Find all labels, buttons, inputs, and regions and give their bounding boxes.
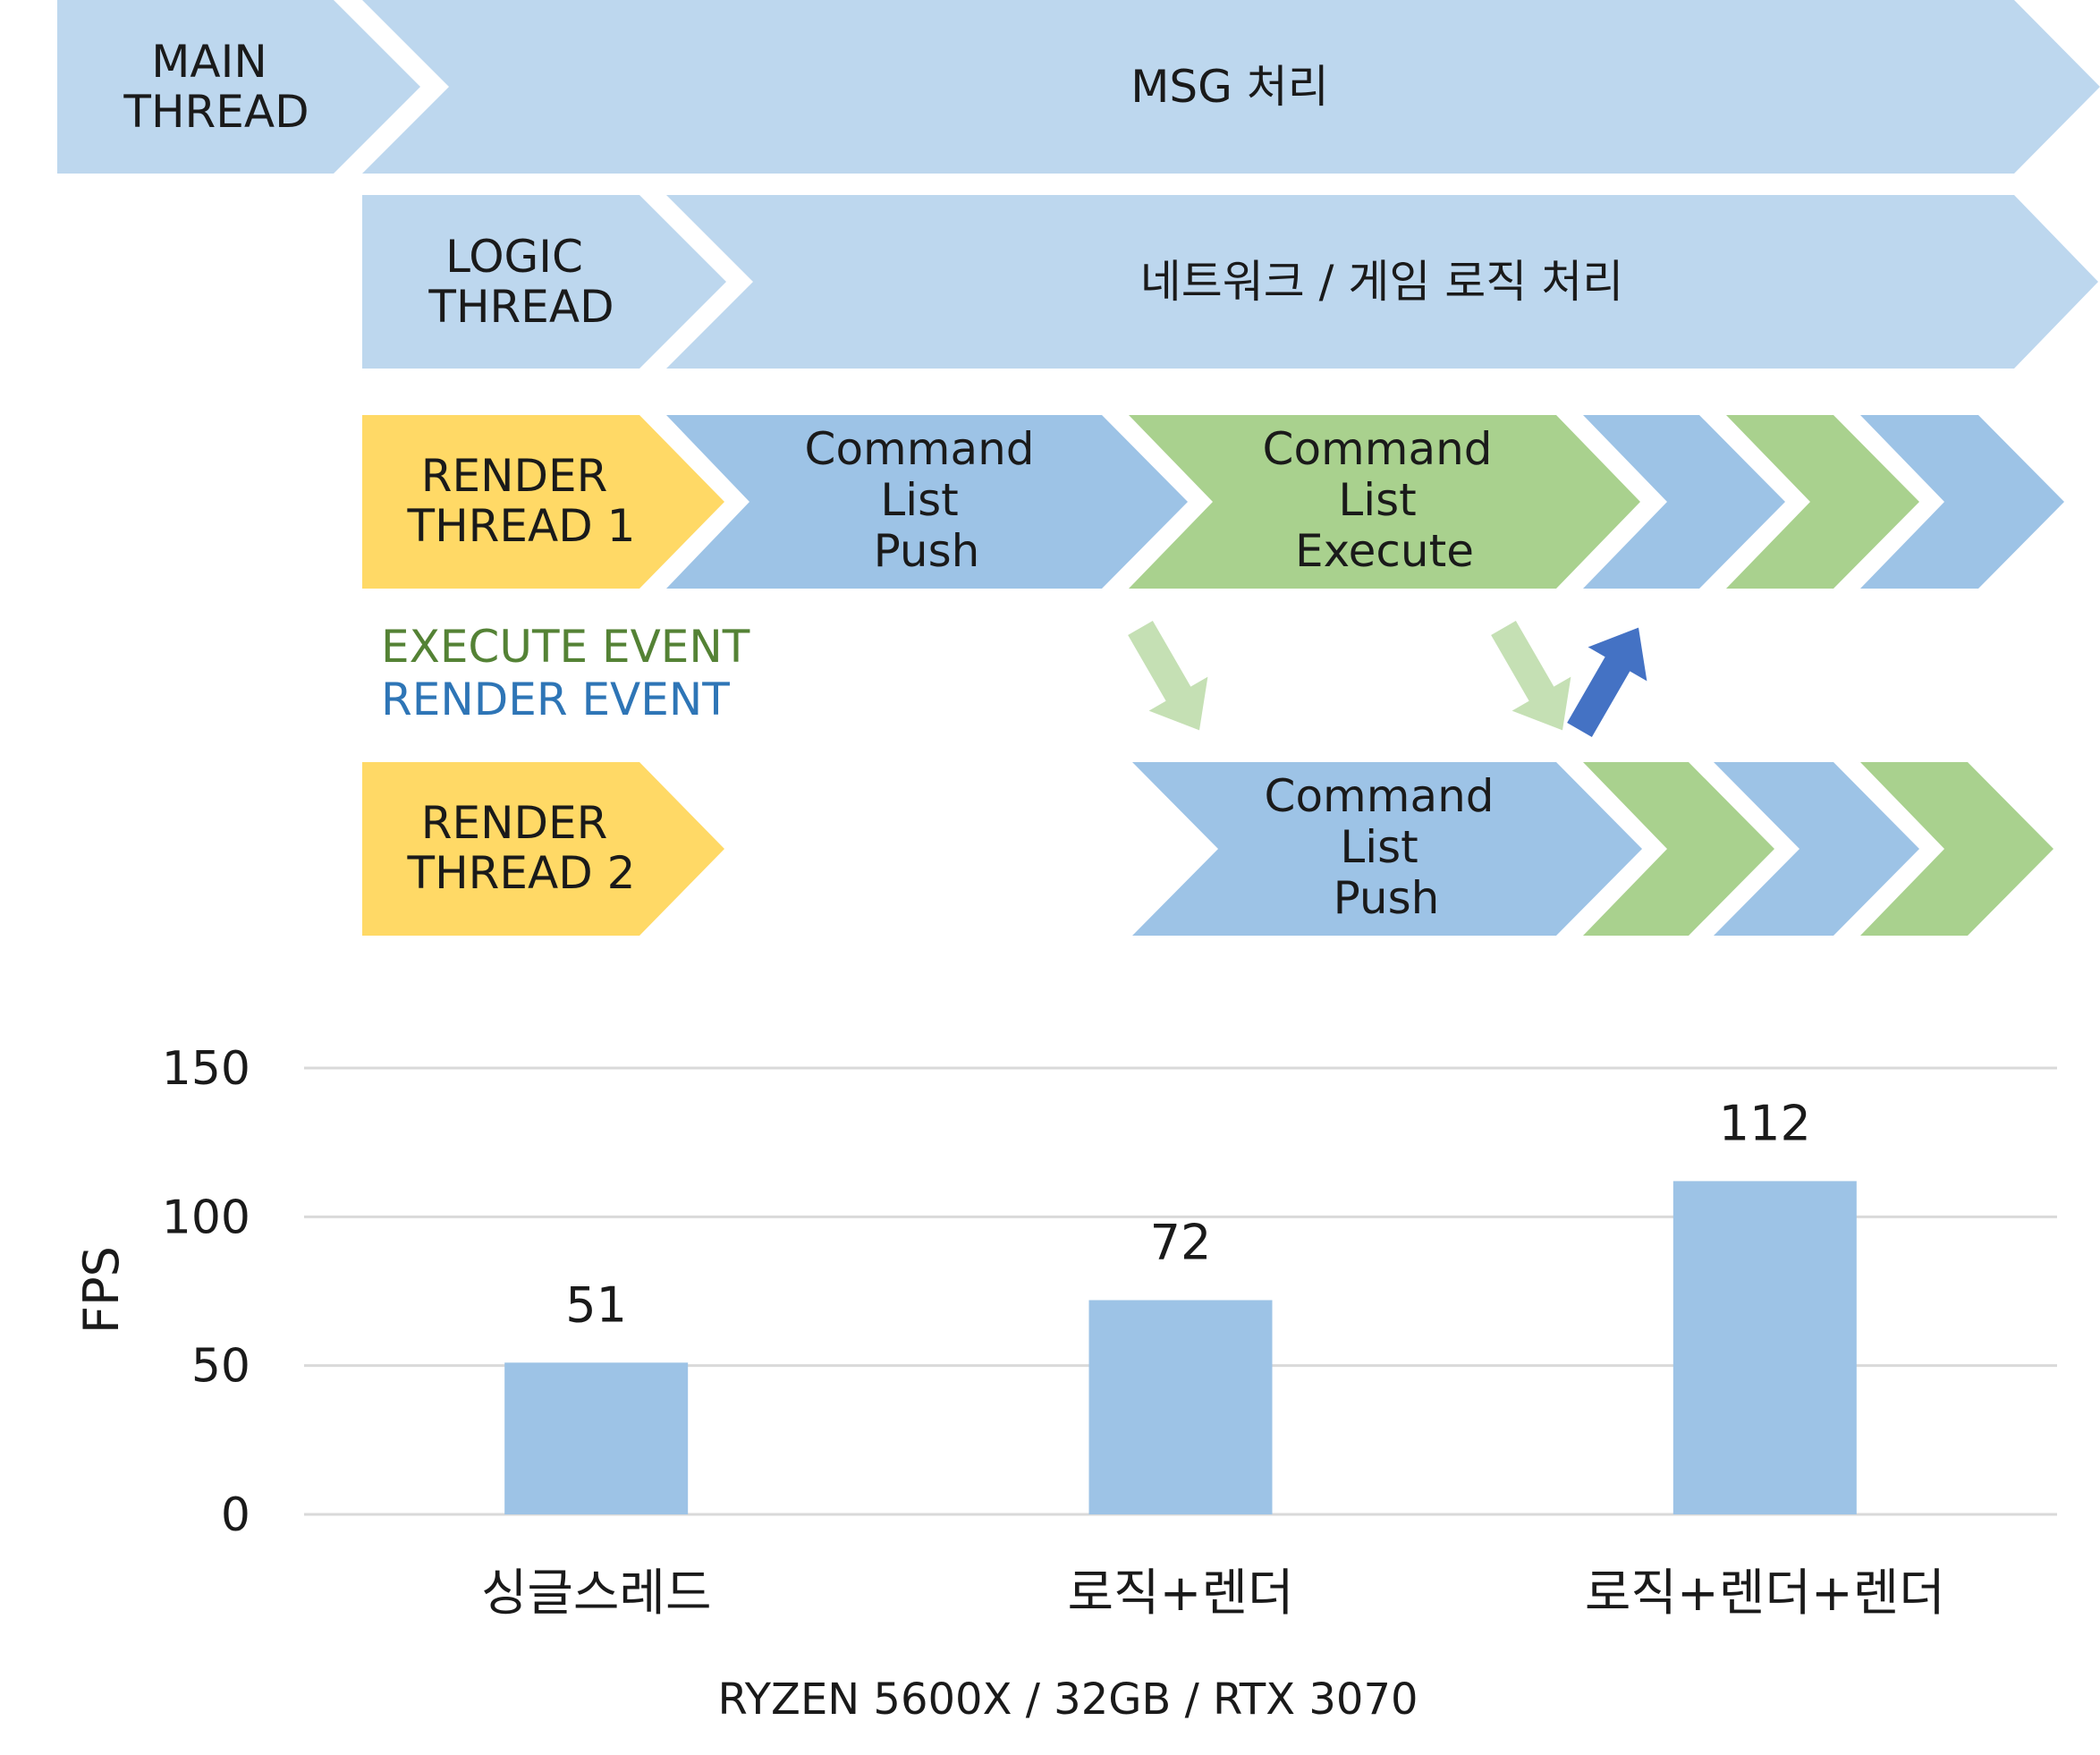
- render-thread-1-label-block: [362, 415, 724, 589]
- main-thread-task-label: MSG 처리: [1130, 61, 1329, 113]
- x-tick-label: 로직+렌더+렌더: [1585, 1564, 1945, 1623]
- bar: [1672, 1181, 1857, 1514]
- logic-thread-label: LOGIC THREAD: [428, 231, 614, 333]
- small-blue-chevron-3: [1714, 762, 1919, 936]
- x-axis-title: RYZEN 5600X / 32GB / RTX 3070: [717, 1674, 1418, 1725]
- small-blue-chevron-1: [1583, 415, 1785, 589]
- bar-value-label: 72: [1150, 1214, 1212, 1270]
- render-event-arrow-icon: [1567, 627, 1647, 737]
- logic-thread-task-chevron: [666, 195, 2098, 369]
- command-list-push-chevron-2: [1132, 762, 1642, 936]
- render-thread-2-label-block: [362, 762, 724, 936]
- execute-event-arrow-icon: [1128, 621, 1208, 731]
- event-arrows: [1128, 621, 1647, 737]
- y-tick-label: 0: [221, 1488, 250, 1542]
- logic-thread-task-label: 네트워크 / 게임 로직 처리: [1140, 256, 1623, 308]
- command-list-execute-label-1: Command List Execute: [1263, 423, 1507, 577]
- chart-data-labels: 51 72 112: [565, 1095, 1811, 1333]
- render-thread-1-label: RENDER THREAD 1: [407, 450, 636, 552]
- logic-thread-label-block: [362, 195, 726, 369]
- x-tick-label: 로직+렌더: [1067, 1564, 1293, 1623]
- bar-value-label: 51: [565, 1276, 627, 1333]
- y-axis-title: FPS: [73, 1246, 130, 1334]
- chart-x-tick-labels: 싱글스레드 로직+렌더 로직+렌더+렌더: [481, 1564, 1945, 1623]
- bar: [1088, 1300, 1273, 1514]
- execute-event-arrow-icon: [1491, 621, 1571, 731]
- main-thread-row: MAIN THREAD MSG 처리: [57, 0, 2100, 174]
- logic-thread-row: LOGIC THREAD 네트워크 / 게임 로직 처리: [362, 195, 2098, 369]
- fps-bar-chart: 0 50 100 150 51 72 112 싱글스레드 로직+렌더 로직+렌더+렌더 FPS…: [73, 1042, 2057, 1725]
- event-legend: EXECUTE EVENT RENDER EVENT: [381, 621, 750, 725]
- small-blue-chevron-2: [1860, 415, 2064, 589]
- render-thread-2-row: RENDER THREAD 2 Command List Push: [362, 762, 2053, 936]
- chart-bars: [504, 1181, 1857, 1514]
- command-list-push-label-2: Command List Push: [1265, 770, 1509, 924]
- chart-y-tick-labels: 0 50 100 150: [162, 1042, 250, 1542]
- bar: [504, 1362, 689, 1514]
- small-green-chevron-1: [1726, 415, 1919, 589]
- command-list-execute-chevron-1: [1129, 415, 1640, 589]
- y-tick-label: 100: [162, 1191, 250, 1244]
- legend-execute-event: EXECUTE EVENT: [381, 621, 750, 673]
- command-list-push-label-1: Command List Push: [805, 423, 1049, 577]
- render-thread-2-label: RENDER THREAD 2: [407, 797, 636, 899]
- bar-value-label: 112: [1719, 1095, 1811, 1151]
- y-tick-label: 50: [191, 1340, 250, 1394]
- command-list-push-chevron-1: [666, 415, 1188, 589]
- small-green-chevron-3: [1860, 762, 2053, 936]
- render-thread-1-row: RENDER THREAD 1 Command List Push Comman…: [362, 415, 2064, 589]
- x-tick-label: 싱글스레드: [481, 1564, 712, 1623]
- main-thread-label-block: [57, 0, 420, 174]
- small-green-chevron-2: [1583, 762, 1774, 936]
- main-thread-task-chevron: [362, 0, 2100, 174]
- legend-render-event: RENDER EVENT: [381, 674, 730, 725]
- y-tick-label: 150: [162, 1042, 250, 1096]
- main-thread-label: MAIN THREAD: [123, 36, 309, 138]
